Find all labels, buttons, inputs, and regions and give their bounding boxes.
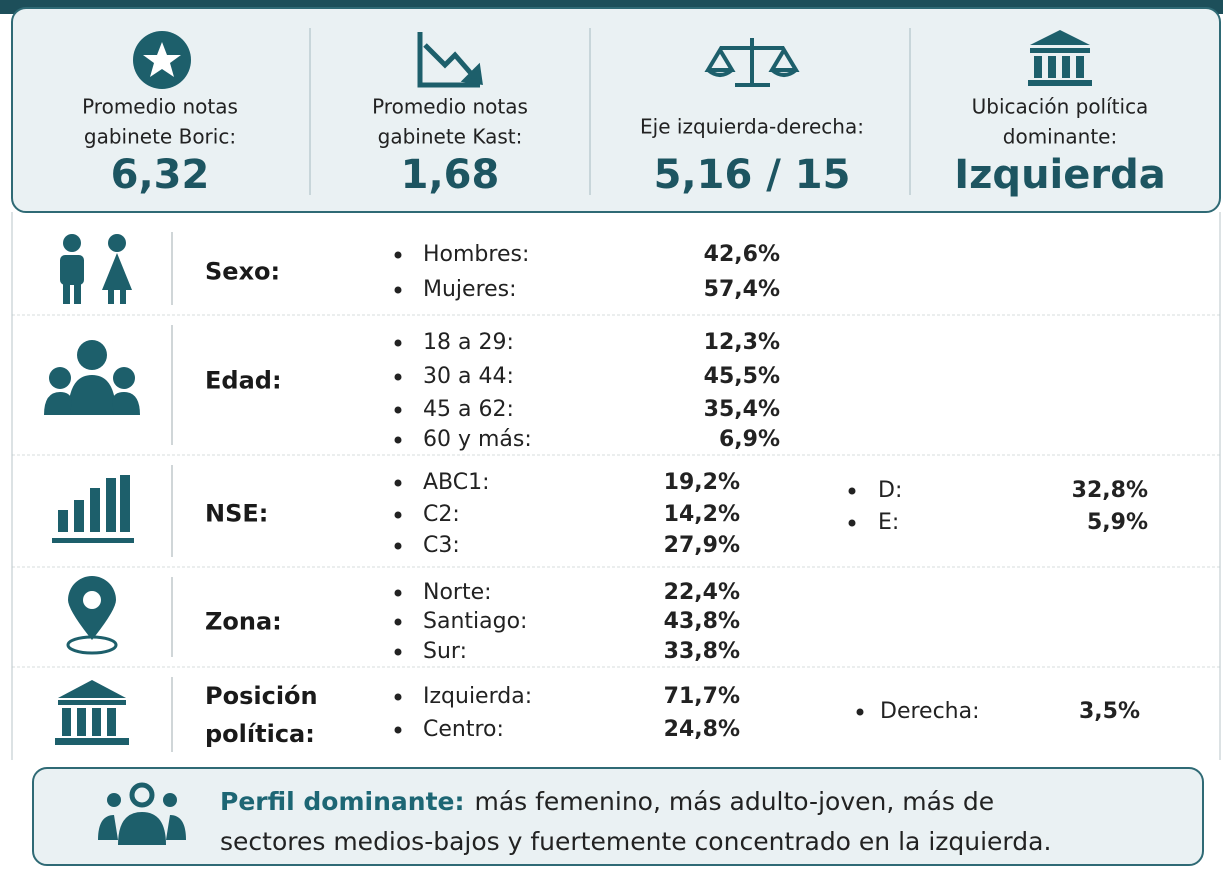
- bullet: [394, 286, 402, 294]
- bullet: [856, 708, 864, 716]
- team-icon: [98, 782, 186, 845]
- stat-value: 1,68: [401, 152, 500, 198]
- item-name: Hombres:: [423, 242, 529, 267]
- pin-icon: [66, 576, 118, 655]
- group-icon: [44, 340, 140, 415]
- bullet: [394, 589, 402, 597]
- row-label: política:: [205, 720, 315, 748]
- item-name: Santiago:: [423, 609, 527, 634]
- bullet: [394, 436, 402, 444]
- stats-panel: [11, 7, 1221, 213]
- footer-lead: Perfil dominante:: [220, 787, 464, 816]
- bullet: [394, 339, 402, 347]
- item-value: 32,8%: [1072, 478, 1148, 503]
- item-name: 60 y más:: [423, 427, 532, 452]
- item-name: 30 a 44:: [423, 364, 514, 389]
- row-label: Posición: [205, 682, 318, 710]
- item-value: 14,2%: [664, 502, 740, 527]
- bullet: [848, 519, 856, 527]
- stat-value: 5,16 / 15: [654, 152, 851, 198]
- stat-value: Izquierda: [954, 152, 1165, 198]
- item-name: Sur:: [423, 639, 467, 664]
- item-value: 71,7%: [664, 684, 740, 709]
- row-label: Zona:: [205, 608, 282, 636]
- stat-dividers: [309, 28, 911, 195]
- item-value: 42,6%: [704, 242, 780, 267]
- stat-label: Eje izquierda-derecha:: [640, 115, 864, 139]
- bullet: [394, 648, 402, 656]
- item-name: Mujeres:: [423, 277, 517, 302]
- bullet: [394, 511, 402, 519]
- bullet: [394, 373, 402, 381]
- stat-label: Promedio notas: [372, 95, 528, 119]
- item-name: D:: [878, 478, 902, 503]
- row-label: NSE:: [205, 500, 268, 528]
- item-name: Centro:: [423, 717, 504, 742]
- row-separators: [12, 314, 1220, 668]
- item-value: 45,5%: [704, 364, 780, 389]
- building-icon: [1028, 30, 1092, 86]
- item-value: 33,8%: [664, 639, 740, 664]
- footer-box: [32, 767, 1204, 866]
- item-name: C3:: [423, 533, 460, 558]
- item-name: Derecha:: [880, 699, 980, 724]
- row-label: Edad:: [205, 367, 282, 395]
- footer-text: más femenino, más adulto-joven, más de: [474, 787, 994, 816]
- stat-label: Promedio notas: [82, 95, 238, 119]
- item-name: E:: [878, 510, 899, 535]
- bullet: [394, 479, 402, 487]
- bullet: [394, 542, 402, 550]
- building-icon: [55, 680, 129, 745]
- bar-icon: [52, 475, 134, 543]
- footer-line: sectores medios-bajos y fuertemente conc…: [220, 827, 1051, 856]
- bullet: [848, 487, 856, 495]
- stat-label: gabinete Kast:: [378, 125, 523, 149]
- star-icon: [133, 31, 191, 89]
- row-label: Sexo:: [205, 258, 280, 286]
- item-value: 24,8%: [664, 717, 740, 742]
- item-name: C2:: [423, 502, 460, 527]
- bullet: [394, 251, 402, 259]
- people-icon: [60, 234, 132, 304]
- item-name: Norte:: [423, 580, 492, 605]
- item-name: Izquierda:: [423, 684, 532, 709]
- bullet: [394, 618, 402, 626]
- item-value: 22,4%: [664, 580, 740, 605]
- down-chart-icon: [417, 32, 483, 88]
- bullet: [394, 726, 402, 734]
- item-name: 45 a 62:: [423, 397, 514, 422]
- bullet: [394, 693, 402, 701]
- item-value: 5,9%: [1087, 510, 1148, 535]
- item-value: 12,3%: [704, 330, 780, 355]
- stat-value: 6,32: [111, 152, 210, 198]
- item-value: 6,9%: [719, 427, 780, 452]
- scale-icon: [704, 38, 800, 87]
- item-value: 27,9%: [664, 533, 740, 558]
- item-value: 19,2%: [664, 470, 740, 495]
- item-value: 57,4%: [704, 277, 780, 302]
- bullet: [394, 406, 402, 414]
- stat-label: dominante:: [1003, 125, 1117, 149]
- stat-label: Ubicación política: [972, 95, 1149, 119]
- item-name: ABC1:: [423, 470, 490, 495]
- item-name: 18 a 29:: [423, 330, 514, 355]
- item-value: 43,8%: [664, 609, 740, 634]
- stat-label: gabinete Boric:: [84, 125, 236, 149]
- footer-line: Perfil dominante: más femenino, más adult…: [220, 787, 994, 816]
- item-value: 3,5%: [1079, 699, 1140, 724]
- item-value: 35,4%: [704, 397, 780, 422]
